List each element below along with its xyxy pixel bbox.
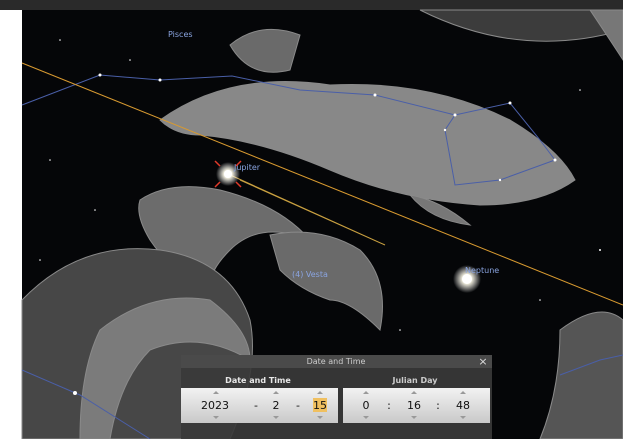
separator: - — [254, 399, 258, 412]
neptune[interactable] — [462, 274, 472, 284]
vesta-trail — [227, 173, 386, 246]
year-field[interactable]: 2023 — [201, 399, 229, 412]
vesta-label: (4) Vesta — [292, 270, 328, 279]
time-header: Julian Day — [391, 376, 438, 385]
separator: - — [296, 399, 300, 412]
separator: : — [436, 399, 440, 412]
dialog-title: Date and Time — [307, 357, 366, 366]
second-field[interactable]: 48 — [456, 399, 470, 412]
day-field[interactable]: 15 — [313, 399, 327, 412]
neptune-label: Neptune — [465, 266, 499, 275]
jupiter[interactable] — [224, 170, 232, 178]
month-field[interactable]: 2 — [273, 399, 280, 412]
close-button[interactable]: × — [478, 355, 487, 368]
ecliptic-line — [21, 62, 623, 306]
separator: : — [387, 399, 391, 412]
constellation-art — [21, 9, 623, 439]
pisces-label: Pisces — [168, 30, 193, 39]
jupiter-label: Jupiter — [233, 163, 261, 172]
selection-marker — [214, 160, 242, 188]
stars — [39, 39, 601, 395]
hour-field[interactable]: 0 — [363, 399, 370, 412]
date-time-dialog: Date and Time × Date and Time Julian Day… — [181, 355, 492, 439]
constellation-lines — [21, 74, 623, 439]
minute-field[interactable]: 16 — [407, 399, 421, 412]
top-strip — [0, 0, 623, 10]
date-header: Date and Time — [225, 376, 291, 385]
